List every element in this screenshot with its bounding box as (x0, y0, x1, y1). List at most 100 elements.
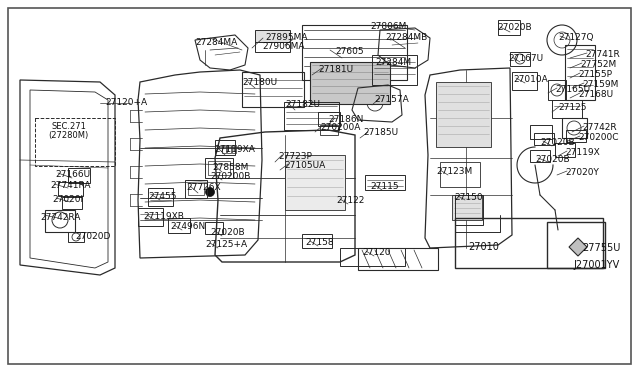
Bar (148, 188, 173, 206)
Bar (498, 20, 520, 35)
Bar (285, 155, 345, 210)
Bar (547, 222, 605, 268)
Bar (534, 133, 554, 145)
Bar (455, 218, 603, 268)
Bar (205, 222, 223, 234)
Text: 27755U: 27755U (582, 243, 620, 253)
Text: 27159M: 27159M (582, 80, 618, 89)
Bar (566, 130, 586, 142)
Text: 27125+A: 27125+A (205, 240, 247, 249)
Text: 27010: 27010 (468, 242, 499, 252)
Bar (302, 25, 407, 80)
Text: 27119X: 27119X (565, 148, 600, 157)
Bar (555, 143, 575, 157)
Text: 27155P: 27155P (578, 70, 612, 79)
Polygon shape (569, 238, 587, 256)
Text: 27119XA: 27119XA (214, 145, 255, 154)
Text: 27119XB: 27119XB (143, 212, 184, 221)
Bar (358, 248, 438, 270)
Bar (320, 125, 338, 135)
Text: 27157A: 27157A (374, 95, 409, 104)
Bar (440, 162, 480, 187)
Text: J27001YV: J27001YV (573, 260, 620, 270)
Bar (510, 52, 530, 66)
Bar (168, 218, 190, 233)
Text: 27284MB: 27284MB (385, 33, 428, 42)
Bar (222, 145, 226, 153)
Text: 27455: 27455 (148, 192, 177, 201)
Text: 27181U: 27181U (318, 65, 353, 74)
Bar (455, 195, 483, 225)
Text: 27150: 27150 (454, 193, 483, 202)
Bar (512, 72, 537, 90)
Text: 27180U: 27180U (242, 78, 277, 87)
Bar (68, 232, 84, 242)
Text: 27741R: 27741R (585, 50, 620, 59)
Text: 27742R: 27742R (582, 123, 616, 132)
Bar (68, 168, 90, 183)
Text: 27122: 27122 (336, 196, 364, 205)
Bar (205, 158, 233, 178)
Bar (372, 55, 417, 85)
Text: 27182U: 27182U (285, 100, 320, 109)
Bar (530, 125, 552, 139)
Text: 27723P: 27723P (278, 152, 312, 161)
Text: 27185U: 27185U (363, 128, 398, 137)
Text: 27010A: 27010A (513, 75, 548, 84)
Circle shape (205, 187, 214, 196)
Text: 27858M: 27858M (212, 163, 248, 172)
Text: 27496N: 27496N (170, 222, 205, 231)
Bar (232, 145, 236, 153)
Bar (565, 45, 595, 100)
Bar (45, 210, 75, 232)
Bar (35, 118, 115, 166)
Text: 27020Y: 27020Y (565, 168, 599, 177)
Text: 27120: 27120 (362, 248, 390, 257)
Bar (310, 62, 390, 104)
Bar (58, 182, 83, 196)
Text: 27284M: 27284M (375, 58, 411, 67)
Bar (138, 208, 163, 226)
Text: 27742RA: 27742RA (40, 213, 81, 222)
Bar (436, 82, 491, 147)
Text: SEC.271: SEC.271 (52, 122, 87, 131)
Text: 27166U: 27166U (55, 170, 90, 179)
Bar (215, 140, 235, 155)
Text: 27165U: 27165U (555, 85, 590, 94)
Text: 27167U: 27167U (508, 54, 543, 63)
Bar (302, 234, 332, 248)
Bar (284, 102, 339, 130)
Bar (452, 195, 482, 220)
Text: 27284MA: 27284MA (195, 38, 237, 47)
Text: 27020B: 27020B (540, 138, 575, 147)
Bar (340, 248, 405, 266)
Text: 27020D: 27020D (75, 232, 110, 241)
Text: 27127Q: 27127Q (558, 33, 593, 42)
Text: 27105UA: 27105UA (284, 161, 325, 170)
Bar (255, 30, 290, 42)
Text: 27752M: 27752M (580, 60, 616, 69)
Bar (318, 112, 340, 126)
Text: 27906MA: 27906MA (262, 42, 305, 51)
Bar (62, 197, 82, 209)
Text: 27115: 27115 (370, 182, 399, 191)
Text: 270200A: 270200A (320, 123, 360, 132)
Text: 270200B: 270200B (210, 172, 250, 181)
Bar (552, 100, 582, 118)
Bar (208, 161, 230, 175)
Bar (255, 42, 290, 52)
Bar (562, 118, 587, 138)
Bar (227, 145, 231, 153)
Bar (365, 175, 405, 190)
Text: 27120+A: 27120+A (105, 98, 147, 107)
Text: 27741RA: 27741RA (50, 181, 90, 190)
Text: 27020B: 27020B (535, 155, 570, 164)
Bar (188, 183, 204, 195)
Bar (530, 150, 550, 162)
Text: 270200C: 270200C (578, 133, 618, 142)
Text: 27125: 27125 (558, 103, 586, 112)
Text: 27020B: 27020B (497, 23, 532, 32)
Bar (242, 72, 304, 107)
Bar (548, 80, 566, 100)
Text: 27158: 27158 (305, 238, 333, 247)
